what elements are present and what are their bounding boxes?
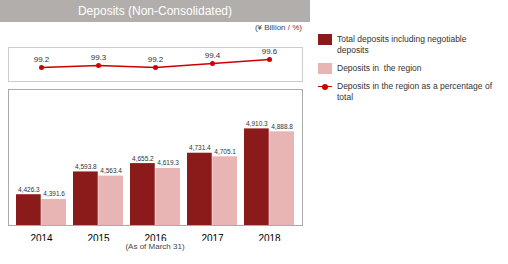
html-text:Total deposits including negot: Total deposits including negotiable depo… xyxy=(337,34,469,55)
html-text:Deposits in the region: Deposits in the region xyxy=(337,63,422,73)
svg-text:4,705.1: 4,705.1 xyxy=(214,148,236,155)
svg-text:4,655.2: 4,655.2 xyxy=(132,155,154,162)
svg-text:4,731.4: 4,731.4 xyxy=(189,144,211,151)
html-text:(As of March 31): (As of March 31) xyxy=(125,242,185,251)
html-text:Deposits in the region as a pe: Deposits in the region as a percentage o… xyxy=(337,81,497,102)
svg-text:2014: 2014 xyxy=(30,233,53,241)
svg-text:99.3: 99.3 xyxy=(91,53,107,62)
svg-text:4,593.8: 4,593.8 xyxy=(75,163,97,170)
svg-text:99.4: 99.4 xyxy=(205,51,221,60)
svg-text:99.2: 99.2 xyxy=(34,55,50,64)
svg-text:99.6: 99.6 xyxy=(262,47,278,56)
html-text:(¥ Billion / %): (¥ Billion / %) xyxy=(254,23,302,32)
svg-text:4,391.6: 4,391.6 xyxy=(43,190,65,197)
svg-text:4,563.4: 4,563.4 xyxy=(100,167,122,174)
svg-text:2018: 2018 xyxy=(258,233,281,241)
svg-text:2016: 2016 xyxy=(144,233,167,241)
svg-text:2015: 2015 xyxy=(87,233,110,241)
html-text:Deposits (Non-Consolidated): Deposits (Non-Consolidated) xyxy=(78,4,232,18)
svg-text:2017: 2017 xyxy=(201,233,224,241)
svg-text:4,619.3: 4,619.3 xyxy=(157,159,179,166)
svg-text:4,910.3: 4,910.3 xyxy=(246,120,268,127)
svg-text:99.2: 99.2 xyxy=(148,55,164,64)
svg-text:4,426.3: 4,426.3 xyxy=(18,186,40,193)
svg-text:4,888.8: 4,888.8 xyxy=(271,123,293,130)
